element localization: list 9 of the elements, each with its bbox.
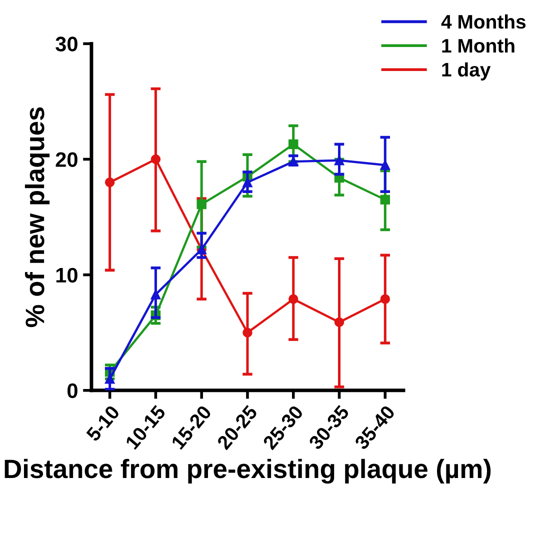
y-axis-title: % of new plaques	[24, 107, 50, 328]
x-axis-title: Distance from pre-existing plaque (µm)	[4, 458, 491, 484]
y-tick-label: 20	[56, 152, 78, 168]
y-tick-label: 30	[56, 36, 78, 52]
legend-label: 4 Months	[441, 14, 526, 29]
y-tick-label: 10	[56, 268, 78, 283]
legend-label: 1 Month	[442, 38, 514, 53]
legend-label: 1 day	[442, 62, 491, 80]
y-tick-label: 0	[68, 383, 78, 398]
